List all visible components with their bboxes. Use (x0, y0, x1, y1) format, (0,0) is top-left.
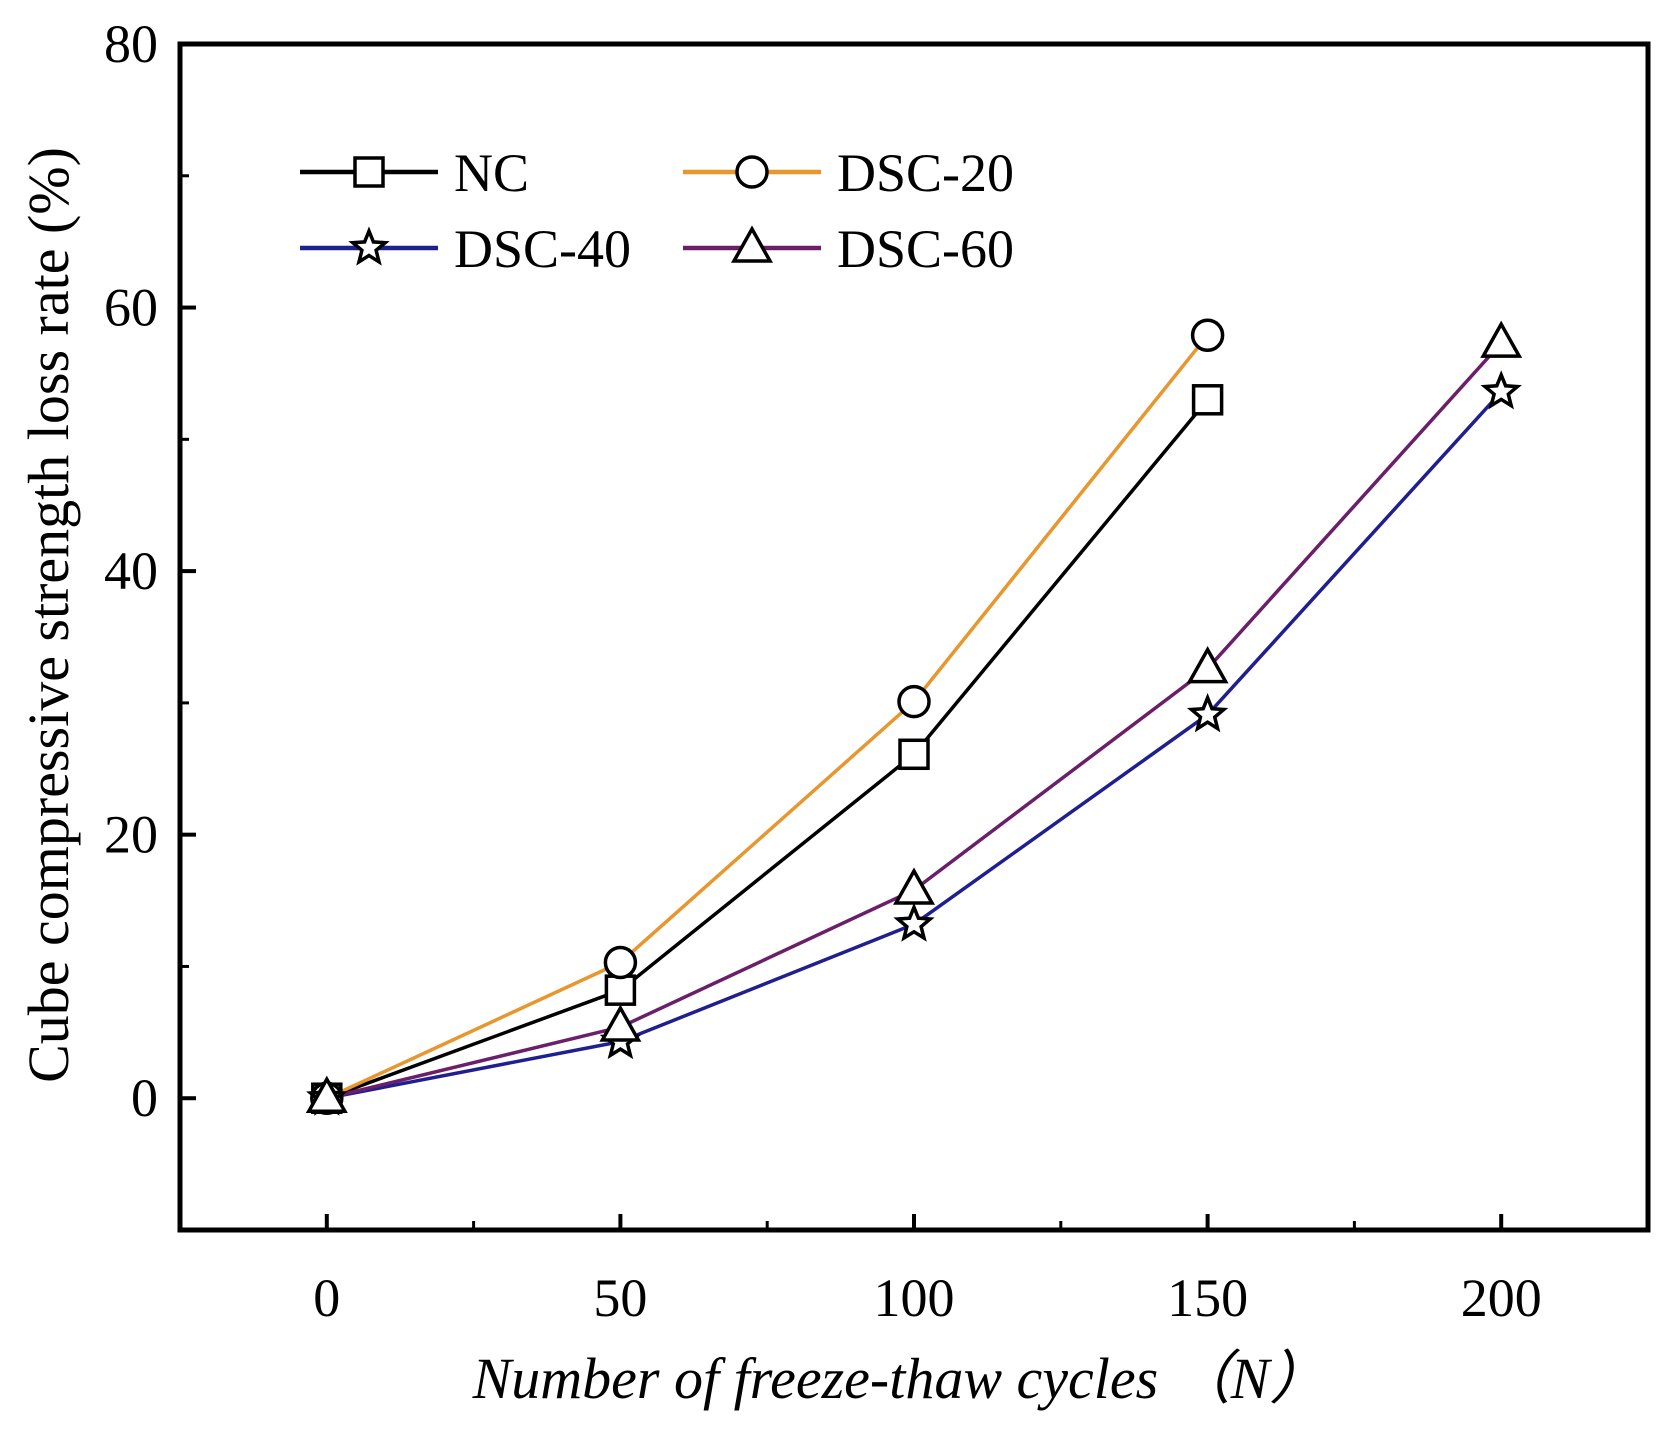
legend-item-nc: NC (300, 143, 529, 203)
x-tick-label: 0 (313, 1268, 340, 1328)
x-tick-label: 150 (1167, 1268, 1248, 1328)
axis-ticks: 0 50 100 150 200 0 20 40 60 80 (104, 14, 1542, 1328)
plot-markers (305, 318, 1523, 1116)
data-point-dsc-20 (603, 945, 638, 980)
data-point-nc (604, 974, 637, 1006)
data-point-dsc-20 (897, 684, 931, 719)
legend-label: NC (454, 143, 529, 203)
y-axis-title: Cube compressive strength loss rate (%) (16, 147, 81, 1083)
legend-marker (353, 156, 385, 188)
legend-label: DSC-20 (837, 143, 1014, 203)
data-point-dsc-60 (599, 1004, 642, 1042)
legend-label: DSC-40 (454, 219, 631, 279)
legend: NC DSC-20 DSC-40 DSC-60 (300, 143, 1014, 279)
data-point-dsc-60 (1186, 646, 1229, 684)
legend-marker (731, 225, 773, 263)
x-axis-title: Number of freeze-thaw cycles （N） (472, 1346, 1328, 1411)
data-point-dsc-20 (1190, 318, 1225, 352)
series-line-dsc-60 (326, 341, 1503, 1100)
y-tick-label: 0 (131, 1068, 158, 1128)
y-tick-label: 20 (104, 805, 158, 865)
x-tick-label: 50 (593, 1268, 647, 1328)
legend-item-dsc-40: DSC-40 (300, 219, 631, 279)
data-point-nc (1191, 384, 1224, 416)
x-tick-label: 100 (874, 1268, 955, 1328)
data-point-dsc-40 (893, 902, 935, 942)
legend-marker (348, 226, 390, 266)
data-point-dsc-40 (1480, 370, 1522, 410)
data-point-nc (898, 738, 930, 771)
data-point-dsc-60 (1480, 320, 1523, 358)
y-tick-label: 80 (104, 14, 158, 74)
legend-item-dsc-60: DSC-60 (683, 219, 1014, 279)
legend-marker (735, 155, 769, 189)
legend-label: DSC-60 (837, 219, 1014, 279)
data-point-dsc-60 (893, 867, 935, 905)
series-line-dsc-20 (326, 334, 1209, 1100)
y-tick-label: 60 (104, 278, 158, 338)
legend-item-dsc-20: DSC-20 (683, 143, 1014, 203)
data-point-dsc-40 (1186, 692, 1229, 733)
x-tick-label: 200 (1461, 1268, 1542, 1328)
series-line-nc (326, 398, 1209, 1100)
data-point-dsc-60 (305, 1075, 348, 1113)
y-tick-label: 40 (104, 541, 158, 601)
